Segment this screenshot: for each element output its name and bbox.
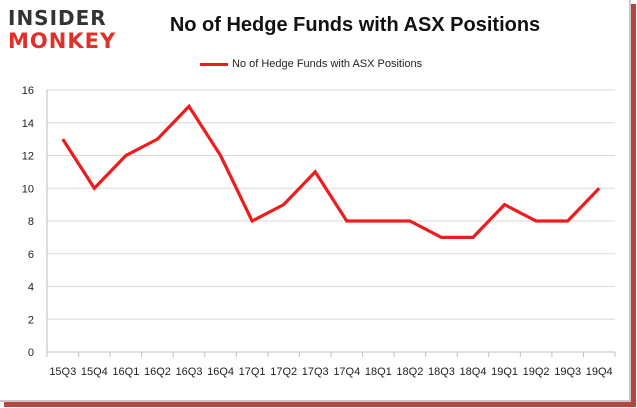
x-tick-label: 19Q4 <box>586 366 613 378</box>
chart-legend: No of Hedge Funds with ASX Positions <box>200 56 422 72</box>
legend-swatch <box>200 62 228 66</box>
y-tick-label: 16 <box>22 85 34 97</box>
x-tick-label: 17Q3 <box>302 366 329 378</box>
insider-monkey-logo: INSIDER MONKEY <box>8 8 120 54</box>
x-tick-label: 16Q4 <box>207 366 234 378</box>
x-tick-label: 18Q3 <box>428 366 455 378</box>
frame-shadow-right <box>631 4 636 404</box>
x-tick-label: 16Q2 <box>144 366 171 378</box>
x-tick-label: 18Q2 <box>396 366 423 378</box>
y-tick-label: 4 <box>28 282 34 294</box>
x-tick-label: 18Q1 <box>365 366 392 378</box>
y-tick-label: 6 <box>28 249 34 261</box>
chart-frame <box>0 0 631 402</box>
y-tick-label: 10 <box>22 183 34 195</box>
legend-label: No of Hedge Funds with ASX Positions <box>232 58 423 70</box>
y-tick-label: 2 <box>28 314 34 326</box>
x-tick-label: 16Q1 <box>112 366 139 378</box>
x-tick-label: 15Q3 <box>49 366 76 378</box>
y-tick-label: 12 <box>22 151 34 163</box>
y-tick-label: 14 <box>22 118 34 130</box>
x-tick-label: 19Q3 <box>554 366 581 378</box>
series-line <box>61 103 601 239</box>
x-tick-label: 18Q4 <box>460 366 487 378</box>
frame-shadow-bottom <box>4 402 636 407</box>
logo-line-1: INSIDER <box>8 6 107 30</box>
y-tick-label: 8 <box>28 216 34 228</box>
chart-title: No of Hedge Funds with ASX Positions <box>169 14 541 36</box>
x-tick-label: 19Q1 <box>491 366 518 378</box>
x-tick-label: 16Q3 <box>176 366 203 378</box>
y-tick-label: 0 <box>28 347 34 359</box>
x-tick-label: 15Q4 <box>81 366 108 378</box>
x-tick-label: 17Q1 <box>239 366 266 378</box>
x-tick-label: 17Q4 <box>333 366 360 378</box>
x-tick-label: 17Q2 <box>270 366 297 378</box>
logo-line-2: MONKEY <box>8 29 117 53</box>
x-tick-label: 19Q2 <box>523 366 550 378</box>
